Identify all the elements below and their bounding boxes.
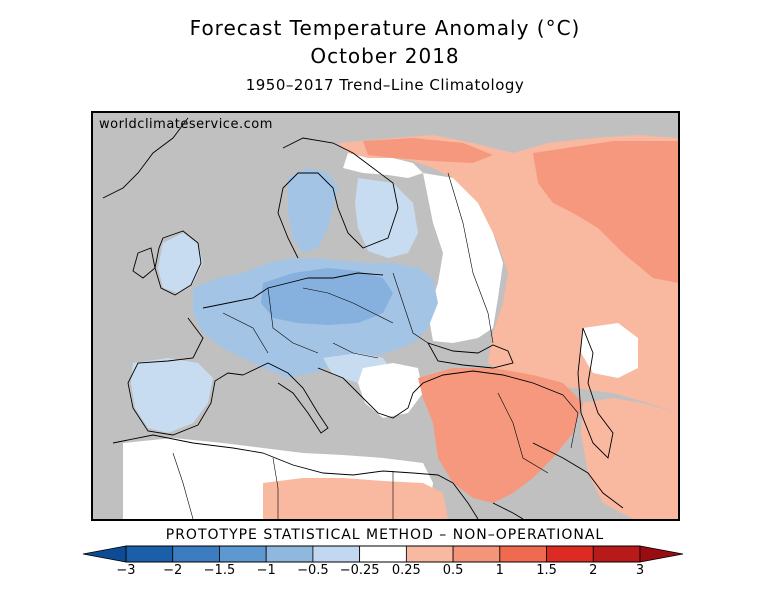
colorbar-segment [312,545,361,563]
anomaly-warm-caspian [581,398,678,519]
colorbar-segment [125,545,174,563]
colorbar-tick-label: −0.5 [297,563,329,578]
colorbar-segment [592,545,641,563]
colorbar-segment [405,545,454,563]
chart-subtitle-climatology: 1950–2017 Trend–Line Climatology [245,76,525,94]
border-iraq-syria [497,392,549,474]
colorbar-tick-label: 1 [495,563,504,578]
watermark-text: worldclimateservice.com [99,117,273,132]
colorbar-tick-label: −1.5 [203,563,236,578]
colorbar-tick-label: 0.5 [442,563,464,578]
colorbar-tick-label: 2 [589,563,598,578]
anomaly-map: worldclimateservice.com [91,111,680,521]
colorbar-arrow-low [82,545,127,563]
colorbar-arrow-high [639,545,684,563]
colorbar-segment [265,545,314,563]
border-hungary-romania [332,342,379,359]
border-france-germany [222,312,269,354]
coastline-ireland [132,247,156,279]
anomaly-cool-finland [355,178,418,258]
colorbar-tick-label: 3 [635,563,645,578]
anomaly-warm-strong-north [363,138,493,163]
map-canvas [93,113,678,519]
coastline-persian-gulf [532,442,624,509]
colorbar-segment [499,545,547,563]
colorbar-tick-label: −0.25 [339,563,380,578]
chart-title: Forecast Temperature Anomaly (°C) [189,16,581,40]
colorbar-tick-label: −2 [163,563,183,578]
coastlines [102,117,624,519]
border-germany-east [267,287,319,354]
border-libya-algeria [272,457,279,519]
coastline-caspian-sea [577,327,614,459]
coastline-balkans-turkey [317,367,564,419]
colorbar-segment [546,545,594,563]
coastline-great-britain [154,230,202,296]
anomaly-neutral-greece [358,363,423,418]
country-borders [172,172,579,519]
anomaly-cool-iberia [131,358,213,433]
colorbar-segment [359,545,407,563]
anomaly-warm-strong-east [533,141,678,283]
border-algeria-morocco [172,452,194,519]
colorbar-segment [219,545,267,563]
coastline-italy [242,362,329,434]
coastline-red-sea-east [492,502,524,519]
method-label: PROTOTYPE STATISTICAL METHOD – NON–OPERA… [165,527,605,543]
coastline-iberia [127,317,244,436]
coastline-scandinavia [277,137,399,259]
colorbar-tick-label: −1 [256,563,276,578]
anomaly-cool-scandinavia [288,168,338,253]
border-poland [302,287,394,324]
coastline-north-sea-baltic [202,272,384,309]
anomaly-warm-libya-egypt [263,478,448,519]
chart-subtitle-month: October 2018 [310,44,460,68]
anomaly-neutral-caucasus [581,323,638,378]
coastline-north-atlantic [102,117,189,199]
colorbar-tick-label: 1.5 [536,563,557,578]
border-iran-iraq [562,394,579,449]
colorbar-segment [452,545,501,563]
coastline-black-sea [427,342,514,369]
coastline-red-sea-west [452,482,479,519]
border-belarus-ukraine [392,272,429,344]
colorbar-segment [172,545,220,563]
anomaly-cool-uk [158,233,203,293]
colorbar [82,545,684,563]
colorbar-tick-label: −3 [116,563,136,578]
border-russia-west [447,172,494,344]
coastline-north-africa [112,434,454,484]
anomaly-neutral-north [343,153,423,178]
colorbar-tick-label: 0.25 [391,563,421,578]
anomaly-cool-strong-germany-poland [261,268,393,325]
